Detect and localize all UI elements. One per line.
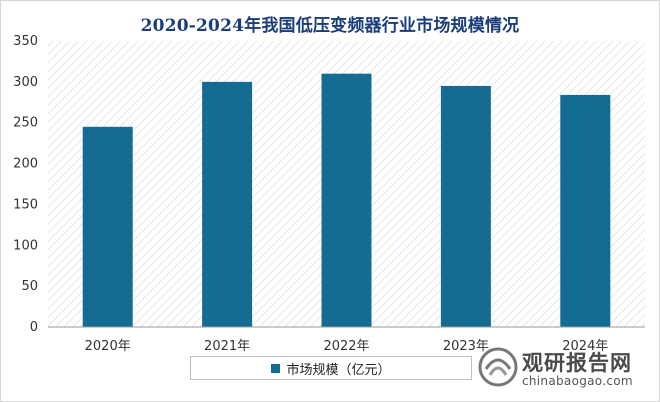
x-tick-label: 2022年 xyxy=(323,339,369,354)
bar-series xyxy=(82,73,611,327)
x-tick-label: 2024年 xyxy=(562,339,608,354)
watermark-name: 观研报告网 xyxy=(522,351,632,375)
bar-2020年 xyxy=(82,126,133,327)
y-tick-label: 0 xyxy=(30,320,38,335)
y-axis: 0 50 100 150 200 250 300 350 xyxy=(13,34,38,335)
chart-title: 2020-2024年我国低压变频器行业市场规模情况 xyxy=(140,16,520,36)
bar-2024年 xyxy=(560,94,611,327)
bar-2021年 xyxy=(202,81,253,327)
x-tick-label: 2023年 xyxy=(443,339,489,354)
y-tick-label: 100 xyxy=(13,238,38,253)
y-tick-label: 250 xyxy=(13,116,38,131)
y-tick-label: 200 xyxy=(13,157,38,172)
y-tick-label: 150 xyxy=(13,197,38,212)
legend: 市场规模（亿元） xyxy=(190,356,472,380)
x-tick-label: 2020年 xyxy=(85,339,131,354)
y-tick-label: 350 xyxy=(13,34,38,49)
watermark-logo-icon xyxy=(478,347,518,387)
x-axis: 2020年 2021年 2022年 2023年 2024年 xyxy=(85,339,609,354)
legend-swatch xyxy=(271,363,281,373)
watermark-url: chinabaogao.com xyxy=(522,374,633,388)
y-tick-label: 300 xyxy=(13,75,38,90)
x-tick-label: 2021年 xyxy=(204,339,250,354)
bar-2022年 xyxy=(321,73,372,327)
bar-2023年 xyxy=(440,85,491,327)
legend-label: 市场规模（亿元） xyxy=(286,362,391,378)
y-tick-label: 50 xyxy=(21,279,38,294)
watermark: 观研报告网 chinabaogao.com xyxy=(478,345,658,393)
